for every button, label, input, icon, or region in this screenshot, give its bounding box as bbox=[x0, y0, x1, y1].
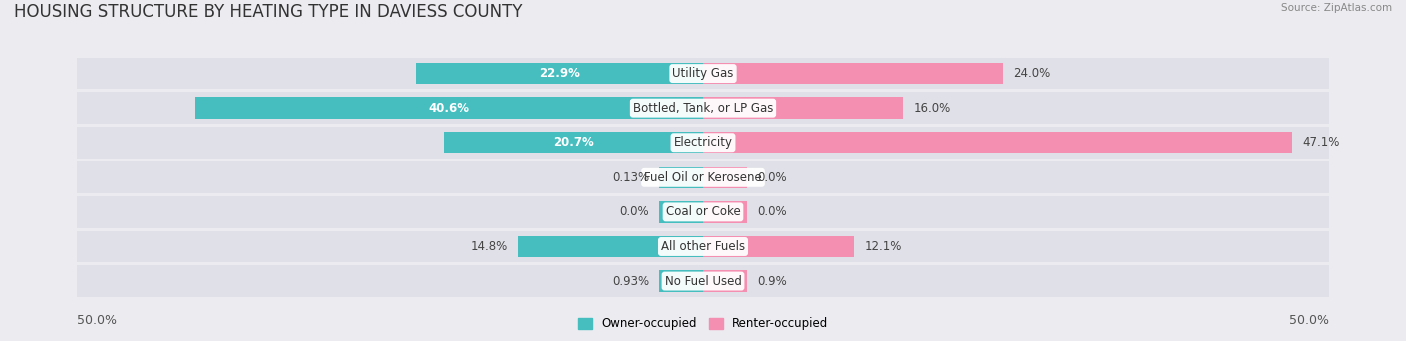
Bar bbox=[659, 201, 703, 223]
Bar bbox=[659, 167, 703, 188]
Text: 20.7%: 20.7% bbox=[553, 136, 593, 149]
Bar bbox=[703, 98, 903, 119]
Bar bbox=[77, 92, 1329, 124]
Legend: Owner-occupied, Renter-occupied: Owner-occupied, Renter-occupied bbox=[572, 313, 834, 335]
Text: HOUSING STRUCTURE BY HEATING TYPE IN DAVIESS COUNTY: HOUSING STRUCTURE BY HEATING TYPE IN DAV… bbox=[14, 3, 523, 21]
Bar bbox=[444, 132, 703, 153]
Text: 50.0%: 50.0% bbox=[1289, 314, 1329, 327]
Text: 0.13%: 0.13% bbox=[612, 171, 650, 184]
Text: 40.6%: 40.6% bbox=[429, 102, 470, 115]
Bar bbox=[703, 201, 747, 223]
Text: Electricity: Electricity bbox=[673, 136, 733, 149]
Text: Utility Gas: Utility Gas bbox=[672, 67, 734, 80]
Bar bbox=[703, 236, 855, 257]
Text: 12.1%: 12.1% bbox=[865, 240, 901, 253]
Bar bbox=[416, 63, 703, 84]
Bar bbox=[703, 270, 747, 292]
Text: 24.0%: 24.0% bbox=[1014, 67, 1050, 80]
Bar bbox=[659, 270, 703, 292]
Text: Fuel Oil or Kerosene: Fuel Oil or Kerosene bbox=[644, 171, 762, 184]
Bar bbox=[195, 98, 703, 119]
Text: All other Fuels: All other Fuels bbox=[661, 240, 745, 253]
Text: 16.0%: 16.0% bbox=[914, 102, 950, 115]
Bar bbox=[703, 63, 1004, 84]
Text: 47.1%: 47.1% bbox=[1302, 136, 1340, 149]
Text: 0.0%: 0.0% bbox=[620, 205, 650, 218]
Text: 0.93%: 0.93% bbox=[612, 275, 650, 287]
Text: 50.0%: 50.0% bbox=[77, 314, 117, 327]
Text: 0.9%: 0.9% bbox=[756, 275, 786, 287]
Bar bbox=[77, 196, 1329, 228]
Text: Source: ZipAtlas.com: Source: ZipAtlas.com bbox=[1281, 3, 1392, 13]
Bar bbox=[77, 127, 1329, 159]
Bar bbox=[703, 167, 747, 188]
Text: 14.8%: 14.8% bbox=[471, 240, 508, 253]
Text: 22.9%: 22.9% bbox=[540, 67, 581, 80]
Bar bbox=[77, 58, 1329, 89]
Bar bbox=[703, 132, 1292, 153]
Text: 0.0%: 0.0% bbox=[756, 205, 786, 218]
Bar bbox=[77, 161, 1329, 193]
Bar bbox=[77, 265, 1329, 297]
Text: 0.0%: 0.0% bbox=[756, 171, 786, 184]
Bar bbox=[517, 236, 703, 257]
Text: Bottled, Tank, or LP Gas: Bottled, Tank, or LP Gas bbox=[633, 102, 773, 115]
Text: Coal or Coke: Coal or Coke bbox=[665, 205, 741, 218]
Text: No Fuel Used: No Fuel Used bbox=[665, 275, 741, 287]
Bar bbox=[77, 231, 1329, 262]
